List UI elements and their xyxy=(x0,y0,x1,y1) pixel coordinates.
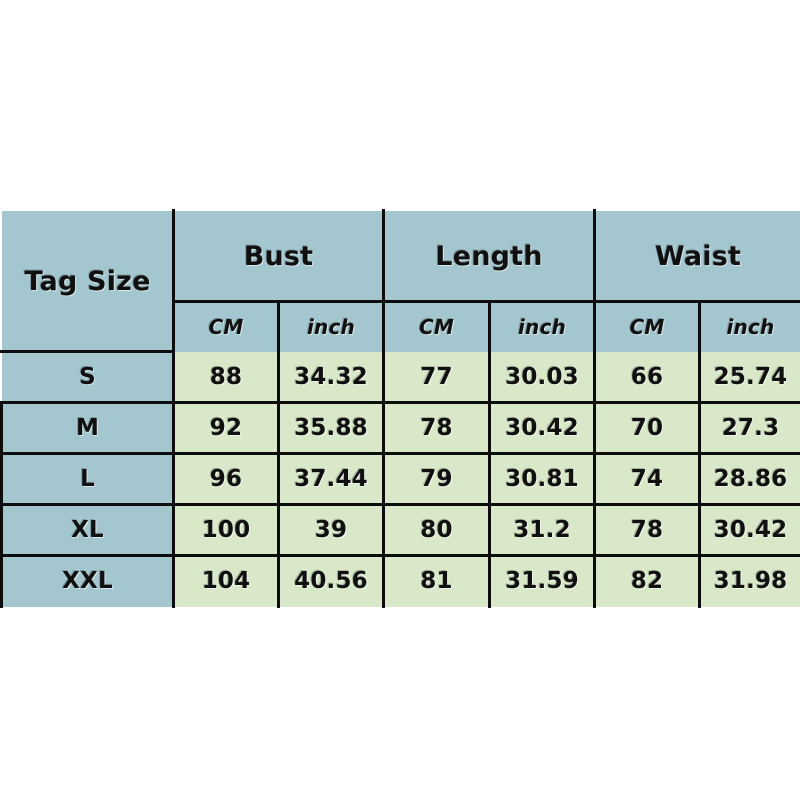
cell-waist-inch: 25.74 xyxy=(698,351,800,404)
cell-bust-cm: 96 xyxy=(172,452,280,506)
table-row: M 92 35.88 78 30.42 70 27.3 xyxy=(0,401,800,455)
table-row: XL 100 39 80 31.2 78 30.42 xyxy=(0,503,800,557)
cell-size: L xyxy=(0,452,175,506)
cell-waist-cm: 66 xyxy=(593,351,701,404)
cell-waist-inch: 30.42 xyxy=(698,503,800,557)
cell-bust-inch: 35.88 xyxy=(277,401,385,455)
cell-waist-inch: 31.98 xyxy=(698,554,800,607)
header-unit-waist-inch: inch xyxy=(698,300,800,352)
cell-bust-cm: 92 xyxy=(172,401,280,455)
header-group-waist: Waist xyxy=(593,210,800,303)
size-chart-table: Tag Size Bust Length Waist CM inch CM in… xyxy=(0,209,800,608)
cell-length-cm: 78 xyxy=(382,401,491,455)
cell-bust-cm: 100 xyxy=(172,503,280,557)
cell-waist-inch: 28.86 xyxy=(698,452,800,506)
header-unit-bust-cm: CM xyxy=(172,300,280,352)
header-tag-size: Tag Size xyxy=(1,210,175,353)
table-body: S 88 34.32 77 30.03 66 25.74 M 92 35.88 … xyxy=(0,351,800,607)
table-row: XXL 104 40.56 81 31.59 82 31.98 xyxy=(0,554,800,607)
size-chart-container: Tag Size Bust Length Waist CM inch CM in… xyxy=(0,209,800,608)
cell-bust-cm: 88 xyxy=(172,351,280,404)
header-unit-length-cm: CM xyxy=(382,300,491,352)
cell-bust-inch: 34.32 xyxy=(277,351,385,404)
cell-length-inch: 30.03 xyxy=(488,351,596,404)
table-row: L 96 37.44 79 30.81 74 28.86 xyxy=(0,452,800,506)
cell-length-inch: 31.2 xyxy=(488,503,596,557)
cell-waist-inch: 27.3 xyxy=(698,401,800,455)
cell-bust-cm: 104 xyxy=(172,554,280,607)
cell-waist-cm: 78 xyxy=(593,503,701,557)
table-row: S 88 34.32 77 30.03 66 25.74 xyxy=(1,351,800,404)
cell-size: XXL xyxy=(0,554,175,607)
cell-length-inch: 30.42 xyxy=(488,401,596,455)
cell-size: S xyxy=(1,351,175,404)
cell-length-cm: 81 xyxy=(382,554,491,607)
cell-bust-inch: 37.44 xyxy=(277,452,385,506)
cell-length-cm: 77 xyxy=(382,351,491,404)
cell-bust-inch: 39 xyxy=(277,503,385,557)
cell-length-inch: 31.59 xyxy=(488,554,596,607)
cell-waist-cm: 74 xyxy=(593,452,701,506)
cell-waist-cm: 70 xyxy=(593,401,701,455)
header-unit-waist-cm: CM xyxy=(593,300,701,352)
cell-size: XL xyxy=(0,503,175,557)
table-head: Tag Size Bust Length Waist CM inch CM in… xyxy=(1,210,800,353)
header-unit-length-inch: inch xyxy=(488,300,596,352)
header-unit-bust-inch: inch xyxy=(277,300,385,352)
cell-length-cm: 79 xyxy=(382,452,491,506)
cell-bust-inch: 40.56 xyxy=(277,554,385,607)
cell-length-cm: 80 xyxy=(382,503,491,557)
header-group-length: Length xyxy=(382,210,596,303)
cell-waist-cm: 82 xyxy=(593,554,701,607)
cell-size: M xyxy=(0,401,175,455)
header-row-units: CM inch CM inch CM inch xyxy=(2,300,800,352)
cell-length-inch: 30.81 xyxy=(488,452,596,506)
header-row-groups: Tag Size Bust Length Waist xyxy=(1,210,800,353)
header-group-bust: Bust xyxy=(172,210,385,303)
